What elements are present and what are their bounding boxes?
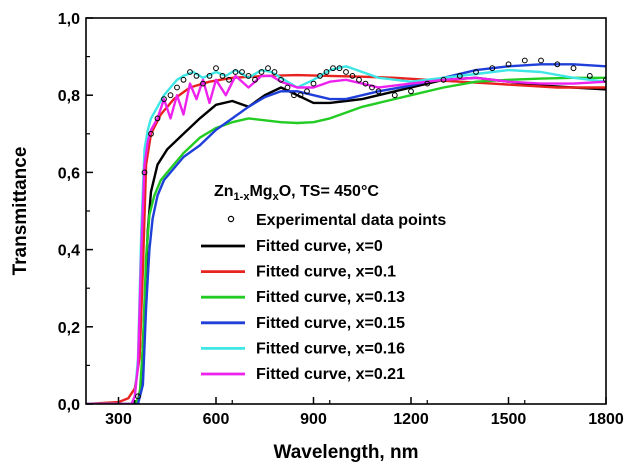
x-tick-label: 1200 — [393, 411, 429, 428]
legend-label-5: Fitted curve, x=0.21 — [256, 366, 405, 383]
y-tick-label: 0,8 — [58, 88, 80, 105]
legend-title-part-mg: Mg — [249, 183, 272, 200]
experimental-point — [297, 92, 304, 99]
experimental-point — [456, 73, 463, 79]
legend-title: Zn1-xMgxO, TS= 450°C — [214, 183, 379, 203]
experimental-point — [135, 393, 141, 400]
experimental-point — [271, 69, 278, 75]
experimental-point — [375, 88, 382, 95]
y-tick-label: 0,4 — [58, 243, 80, 260]
experimental-point — [570, 65, 577, 72]
experimental-point — [521, 57, 528, 64]
series-line-1 — [86, 73, 606, 404]
experimental-point — [232, 69, 239, 75]
experimental-point — [349, 73, 356, 79]
experimental-point — [586, 73, 593, 79]
experimental-point — [505, 61, 512, 68]
legend-title-part-rest: O, TS= 450°C — [279, 183, 380, 200]
experimental-point — [554, 61, 561, 68]
experimental-point — [369, 84, 375, 91]
experimental-point — [174, 84, 180, 91]
experimental-point — [154, 115, 161, 122]
legend-label-2: Fitted curve, x=0.13 — [256, 289, 405, 306]
legend-title-part-zn: Zn — [214, 183, 234, 200]
experimental-point — [284, 84, 291, 91]
experimental-point — [148, 130, 154, 137]
experimental-point — [424, 80, 431, 87]
ticks-layer: 300 600 900 1200 1500 1800 0,0 0,2 0,4 0,6 0,8 1,0 — [58, 11, 624, 428]
y-axis-title: Transmittance — [10, 147, 31, 276]
legend-title-sub-x: x — [273, 191, 280, 203]
experimental-point — [278, 76, 284, 83]
y-tick-label: 0,2 — [58, 320, 80, 337]
experimental-point — [193, 73, 200, 79]
legend: Zn1-xMgxO, TS= 450°C Experimental data p… — [201, 183, 446, 383]
experimental-point — [213, 65, 219, 72]
experimental-point — [304, 88, 310, 95]
experimental-point — [226, 76, 232, 83]
y-tick-label: 0,6 — [58, 165, 80, 182]
experimental-point — [323, 69, 330, 75]
experimental-point — [219, 73, 226, 79]
experimental-point — [206, 73, 213, 79]
x-tick-label: 1800 — [588, 411, 624, 428]
x-axis-title: Wavelength, nm — [274, 442, 419, 463]
legend-label-4: Fitted curve, x=0.16 — [256, 340, 405, 357]
experimental-point — [258, 69, 265, 75]
experimental-point — [161, 96, 167, 102]
experimental-point — [180, 76, 187, 83]
experimental-point — [330, 65, 336, 72]
experimental-point — [245, 73, 252, 79]
x-tick-label: 900 — [300, 411, 327, 428]
series-line-2 — [86, 76, 606, 404]
x-tick-label: 600 — [203, 411, 230, 428]
experimental-point — [252, 76, 258, 83]
legend-experimental-marker — [227, 215, 235, 223]
y-tick-label: 0,0 — [58, 397, 80, 414]
experimental-point — [489, 65, 496, 72]
legend-label-0: Fitted curve, x=0 — [256, 238, 383, 255]
legend-label-3: Fitted curve, x=0.15 — [256, 315, 405, 332]
experimental-point — [473, 69, 479, 75]
experimental-point — [538, 57, 544, 64]
experimental-point — [141, 169, 148, 176]
y-tick-label: 1,0 — [58, 11, 80, 28]
experimental-point — [356, 76, 362, 83]
experimental-point — [291, 92, 297, 99]
experimental-point — [167, 92, 174, 99]
experimental-point — [310, 80, 317, 87]
series-line-5 — [86, 74, 606, 404]
x-tick-label: 1500 — [491, 411, 527, 428]
experimental-point — [200, 80, 206, 87]
legend-experimental-label: Experimental data points — [256, 212, 446, 229]
legend-title-sub-1mx: 1-x — [234, 191, 251, 203]
experimental-point — [336, 65, 343, 72]
legend-series-entries: Fitted curve, x=0 Fitted curve, x=0.1 Fitt… — [201, 238, 405, 383]
experimental-point — [187, 69, 193, 75]
experimental-point — [239, 69, 245, 75]
experimental-point — [265, 65, 271, 72]
legend-label-1: Fitted curve, x=0.1 — [256, 264, 396, 281]
experimental-point — [343, 69, 349, 75]
experimental-point — [391, 92, 398, 99]
series-line-3 — [86, 63, 606, 404]
experimental-point — [317, 73, 323, 79]
experimental-point — [440, 76, 447, 83]
experimental-point — [362, 80, 369, 87]
experimental-point — [408, 88, 414, 95]
x-tick-label: 300 — [105, 411, 132, 428]
